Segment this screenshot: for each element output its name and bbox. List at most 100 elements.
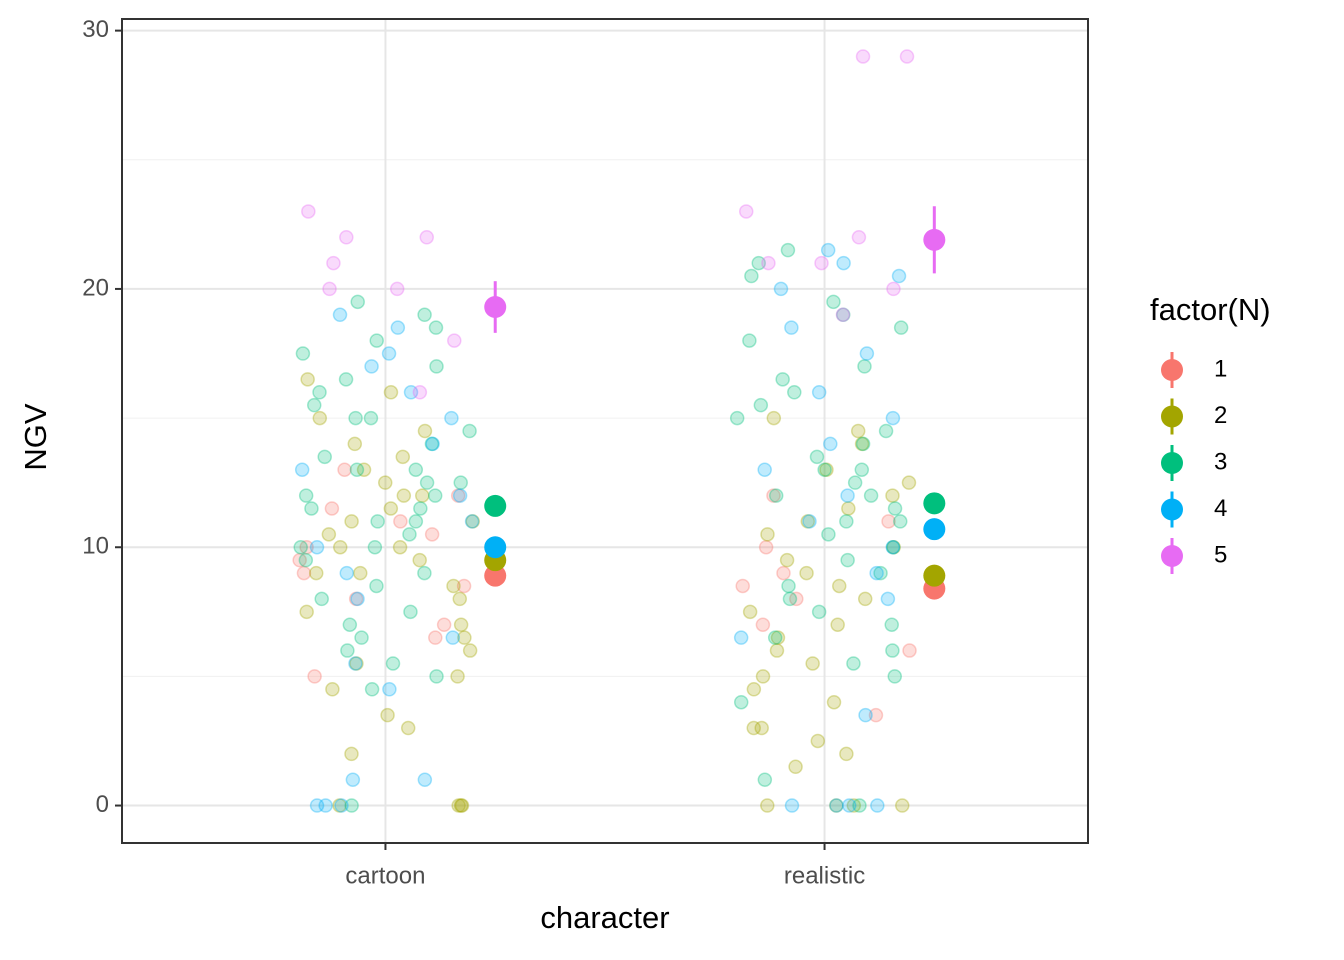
data-point [447,333,462,348]
data-point [385,656,401,671]
data-point [826,694,842,710]
data-point [800,514,816,529]
data-point [457,630,472,645]
data-point [299,604,314,620]
data-point [345,772,361,787]
data-point [735,578,750,594]
data-point [322,281,337,297]
data-point [429,359,444,374]
data-point [757,462,772,477]
data-point [787,385,802,400]
data-point [885,643,900,658]
data-point [773,281,789,297]
mean-point [484,296,507,319]
data-point [755,669,771,684]
data-point [353,565,368,581]
data-point [340,643,355,658]
legend-label: 2 [1214,402,1227,429]
data-point [823,436,838,452]
data-point [304,501,319,516]
data-point [854,436,870,452]
data-point [325,682,340,697]
data-point [344,798,359,813]
data-point [452,591,468,607]
data-point [847,475,863,490]
data-point [829,798,844,813]
data-point [309,539,325,555]
data-point [779,552,795,568]
data-point [307,669,322,684]
data-point [417,565,432,581]
data-point [429,669,444,684]
data-point [758,539,774,555]
data-point [761,255,776,271]
data-point [444,410,459,426]
data-point [885,539,901,555]
data-point [312,385,327,400]
data-point [314,591,329,607]
data-point [380,707,395,723]
data-point [348,591,364,607]
data-point [835,307,851,323]
data-point [347,436,363,452]
data-point [840,488,855,503]
data-point [370,514,385,529]
data-point [885,410,901,426]
data-point [332,798,347,813]
legend-label: 1 [1214,355,1227,382]
data-point [870,798,885,813]
data-point [450,488,466,503]
data-point [729,410,745,426]
data-point [850,423,866,439]
x-tick-label: cartoon [345,862,425,889]
data-point [757,772,773,787]
data-point [309,798,325,813]
data-point [344,514,359,529]
data-point [419,230,434,245]
data-point [885,488,900,503]
data-point [830,617,845,632]
data-point [840,552,855,568]
data-point [755,617,771,632]
data-point [363,410,379,426]
data-point [324,501,340,516]
data-point [852,798,867,813]
data-point [809,449,825,465]
data-point [899,49,915,64]
data-point [393,514,408,529]
data-point [766,488,781,503]
data-point [855,436,871,452]
data-point [395,449,411,465]
data-point [424,527,440,542]
data-point [902,643,917,658]
data-point [760,798,775,813]
data-point [377,475,393,490]
data-point [298,552,314,568]
data-point [893,514,908,529]
y-tick-label: 30 [82,16,109,43]
data-point [339,230,354,245]
data-point [453,617,469,632]
data-point [450,669,465,684]
data-point [462,423,477,439]
legend-key [1161,498,1183,521]
data-point [863,488,879,503]
data-point [881,514,896,529]
data-point [453,475,468,490]
data-point [292,552,307,568]
mean-point [923,518,946,541]
legend-key [1161,452,1183,474]
data-point [367,539,383,555]
data-point [802,514,817,529]
data-point [858,707,873,723]
data-point [859,346,875,361]
data-point [299,539,314,555]
data-point [306,397,322,413]
data-point [895,798,910,813]
data-point [402,527,417,542]
mean-point [484,494,507,517]
data-point [342,617,358,632]
data-point [369,333,384,348]
data-point [817,462,832,477]
data-point [462,643,478,658]
